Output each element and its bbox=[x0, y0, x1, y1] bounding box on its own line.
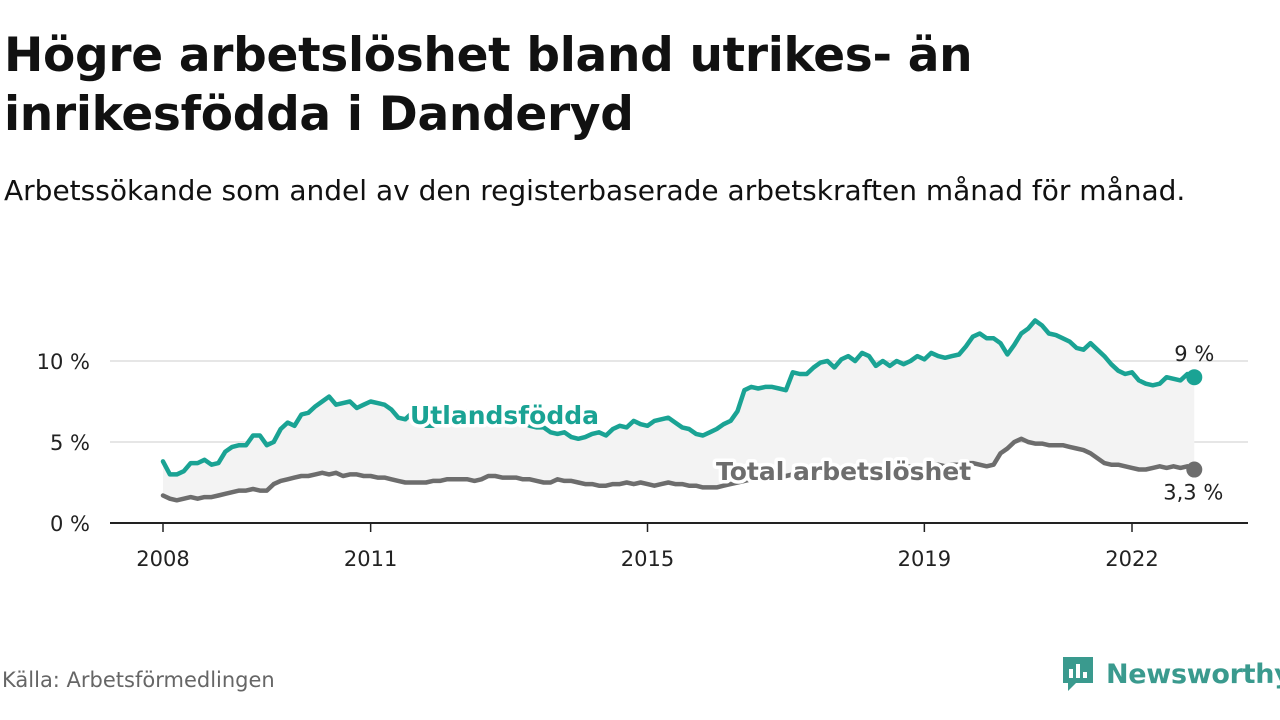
area-between-series bbox=[163, 320, 1195, 501]
brand-name: Newsworthy bbox=[1106, 658, 1280, 690]
chart-subtitle: Arbetssökande som andel av den registerb… bbox=[4, 174, 1186, 207]
x-axis: 2008 2011 2015 2019 2022 bbox=[110, 522, 1248, 571]
series-line-total bbox=[160, 436, 1197, 503]
series-line-utlandsfodda bbox=[160, 318, 1197, 477]
x-tick-label: 2022 bbox=[1105, 547, 1158, 571]
series-labels: Utlandsfödda Total arbetslöshet 9 % 3,3 % bbox=[407, 342, 1224, 505]
end-label-utlandsfodda: 9 % bbox=[1174, 342, 1214, 366]
series-lines bbox=[160, 318, 1203, 503]
series-label-utlandsfodda: Utlandsfödda bbox=[410, 401, 599, 430]
x-tick-label: 2011 bbox=[344, 547, 397, 571]
end-point-total bbox=[1186, 461, 1203, 478]
y-tick-label: 5 % bbox=[50, 431, 90, 455]
end-point-utlandsfodda bbox=[1186, 369, 1203, 386]
x-tick-label: 2008 bbox=[136, 547, 189, 571]
chart-title: Högre arbetslöshet bland utrikes- än inr… bbox=[4, 28, 973, 142]
brand-logo[interactable]: Newsworthy bbox=[1060, 654, 1280, 694]
source-note: Källa: Arbetsförmedlingen bbox=[2, 668, 275, 692]
newsworthy-logo-icon bbox=[1063, 657, 1093, 691]
series-label-total: Total arbetslöshet bbox=[716, 457, 971, 486]
y-tick-label: 10 % bbox=[37, 350, 90, 374]
x-tick-label: 2019 bbox=[898, 547, 951, 571]
y-tick-label: 0 % bbox=[50, 512, 90, 536]
x-tick-label: 2015 bbox=[621, 547, 674, 571]
end-label-total: 3,3 % bbox=[1163, 481, 1223, 505]
shaded-area bbox=[163, 320, 1195, 501]
